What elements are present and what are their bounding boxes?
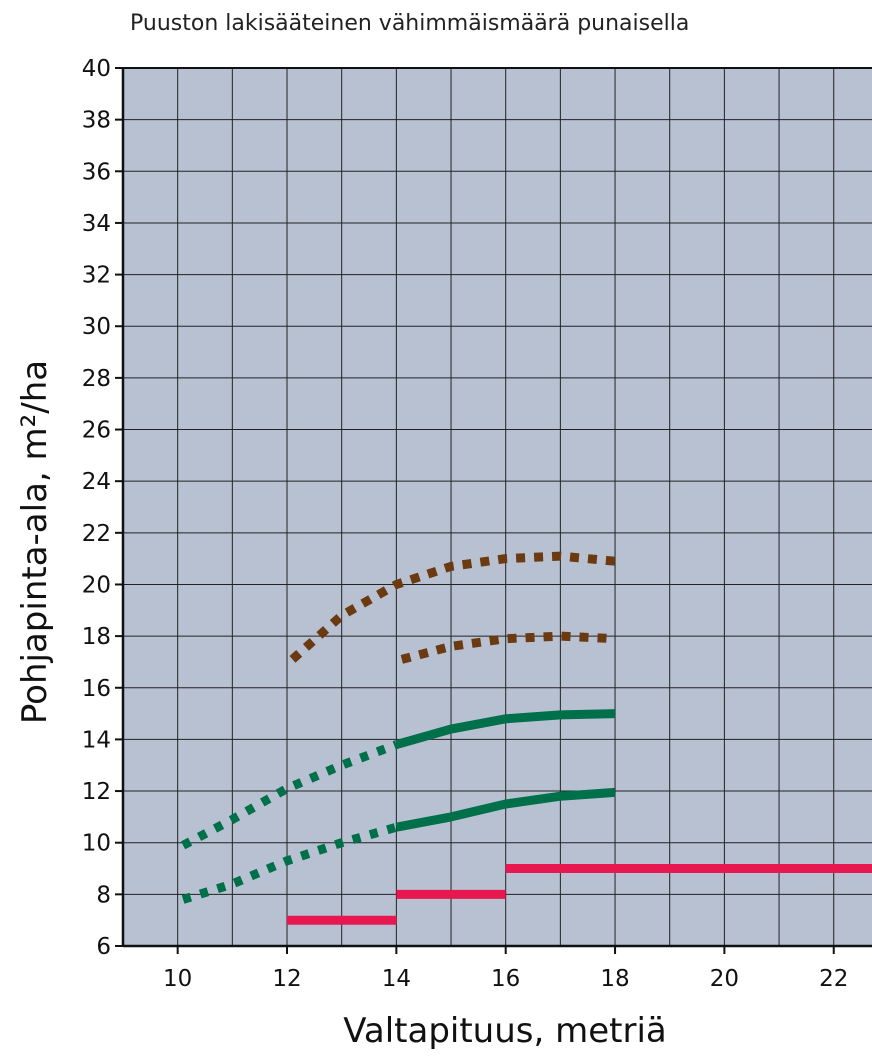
y-tick-label: 12 [82,779,111,805]
y-tick-label: 30 [82,314,111,340]
plot-background [123,68,872,946]
chart-title: Puuston lakisääteinen vähimmäismäärä pun… [130,11,689,36]
y-tick-label: 22 [82,521,111,547]
series-line-5 [181,822,398,904]
x-tick-label: 10 [163,966,192,992]
x-axis-title: Valtapituus, metriä [343,1011,666,1051]
x-tick-label: 20 [710,966,739,992]
y-tick-label: 8 [96,882,111,908]
x-tick-label: 14 [382,966,411,992]
y-tick-label: 24 [82,469,111,495]
y-tick-label: 14 [82,727,111,753]
y-tick-label: 40 [82,56,111,82]
y-tick-label: 34 [82,211,111,237]
x-tick-label: 16 [491,966,520,992]
y-tick-label: 10 [82,831,111,857]
y-tick-label: 32 [82,263,111,289]
y-tick-label: 36 [82,159,111,185]
y-tick-label: 20 [82,572,111,598]
y-tick-label: 6 [96,934,111,960]
y-tick-label: 28 [82,366,111,392]
y-tick-label: 18 [82,624,111,650]
y-axis-title: Pohjapinta-ala, m²/ha [15,360,55,724]
series-line-3 [181,740,398,850]
x-tick-label: 22 [819,966,848,992]
y-tick-label: 38 [82,108,111,134]
series-line-1 [289,551,616,663]
series-line-4 [395,709,616,749]
series-line-6 [395,787,616,832]
y-tick-label: 16 [82,676,111,702]
y-tick-label: 26 [82,418,111,444]
plot-area: 6 8 10 12 14 16 18 20 22 24 26 28 30 32 34 36 38 40 10 12 14… [82,56,872,992]
x-tick-label: 12 [272,966,301,992]
x-tick-label: 18 [600,966,629,992]
